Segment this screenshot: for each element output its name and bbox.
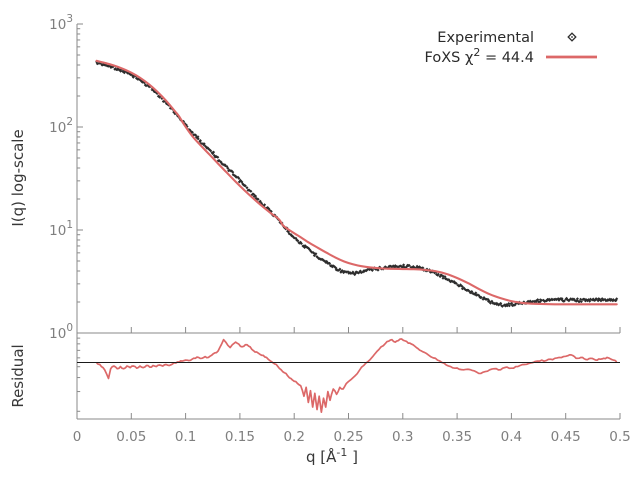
x-tick-label: 0.2 — [283, 429, 304, 445]
foxs-fit-curve — [95, 59, 618, 306]
tick-labels: 0 0.05 0.1 0.15 0.2 0.25 0.3 0.35 0.4 0.45 0.5 100 1… — [49, 13, 631, 445]
main-panel — [95, 59, 619, 308]
experimental-points — [95, 60, 619, 308]
x-tick-label: 0.45 — [551, 429, 581, 445]
x-tick-label: 0.25 — [333, 429, 363, 445]
residual-y-axis-label: Residual — [9, 344, 27, 407]
x-tick-label: 0.5 — [609, 429, 630, 445]
legend-foxs-label: FoXS χ2 = 44.4 — [425, 46, 534, 66]
x-tick-label: 0.05 — [116, 429, 146, 445]
y-tick-label: 101 — [49, 219, 73, 239]
x-tick-label: 0.15 — [225, 429, 255, 445]
x-tick-label: 0.4 — [501, 429, 522, 445]
y-tick-label: 100 — [49, 322, 73, 342]
axes — [76, 23, 621, 420]
legend-experimental-marker-dot-icon — [571, 36, 573, 38]
residual-panel — [96, 338, 618, 414]
y-tick-label: 103 — [49, 13, 73, 33]
legend: Experimental FoXS χ2 = 44.4 — [425, 30, 597, 66]
x-tick-label: 0 — [73, 429, 82, 445]
x-axis-label: q [Å-1 ] — [306, 446, 358, 466]
legend-experimental-label: Experimental — [437, 30, 534, 46]
y-tick-label: 102 — [49, 116, 73, 136]
legend-experimental-marker-diamond-icon — [567, 32, 577, 42]
main-y-axis-label: I(q) log-scale — [9, 129, 27, 226]
x-tick-label: 0.1 — [175, 429, 196, 445]
residual-curve — [96, 338, 618, 414]
x-tick-label: 0.3 — [392, 429, 413, 445]
x-tick-label: 0.35 — [442, 429, 472, 445]
